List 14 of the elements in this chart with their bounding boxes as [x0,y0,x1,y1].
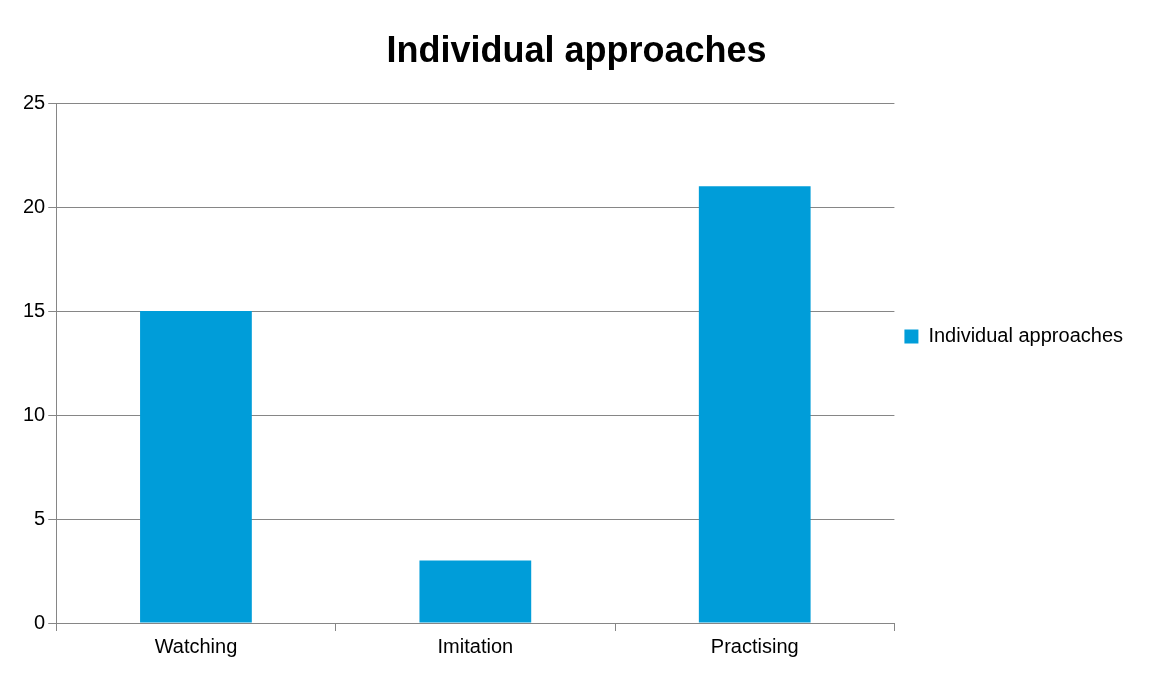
bar [140,311,252,623]
legend-label: Individual approaches [928,324,1124,347]
bar [698,186,811,623]
chart-title: Individual approaches [386,28,767,70]
x-tick-label: Watching [154,634,238,657]
bar [419,560,532,623]
y-tick-label: 5 [34,506,46,529]
x-tick-label: Practising [710,634,799,657]
y-tick-label: 15 [23,298,46,321]
x-tick-label: Imitation [437,634,514,657]
y-tick-label: 10 [23,402,46,425]
y-tick-label: 20 [23,194,46,217]
y-tick-label: 25 [23,90,46,113]
y-tick-label: 0 [34,610,46,633]
